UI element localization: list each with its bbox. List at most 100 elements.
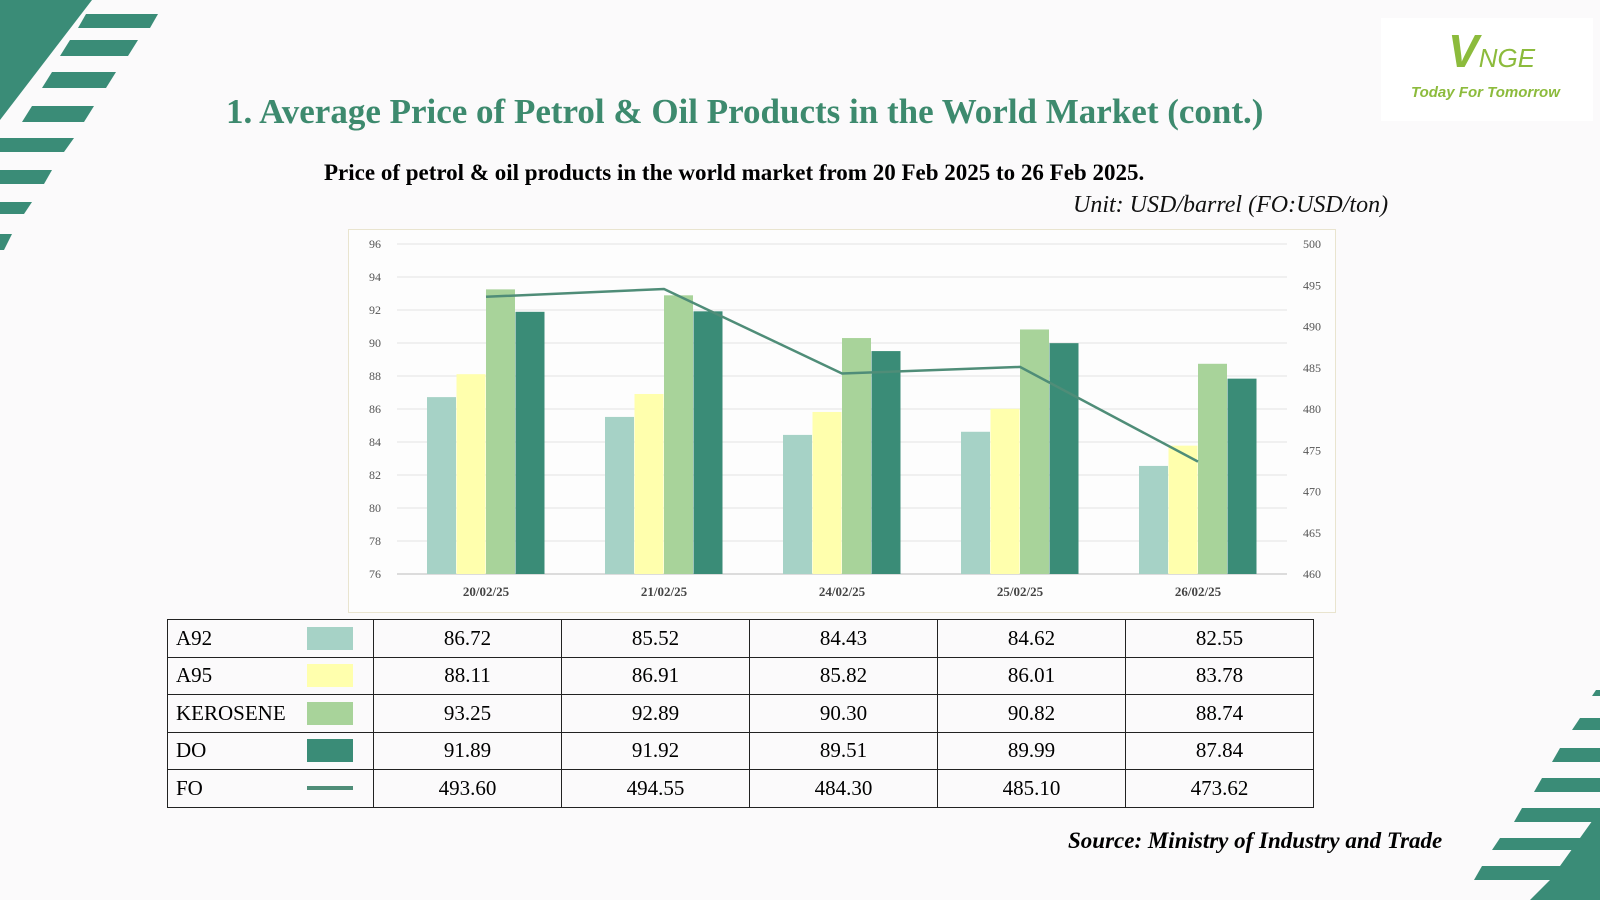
y2-tick-label: 495 <box>1303 278 1321 292</box>
table-cell: 91.92 <box>561 731 750 770</box>
bar-a95 <box>1168 445 1198 574</box>
y-tick-label: 94 <box>369 270 381 284</box>
table-cell: 93.25 <box>373 694 562 733</box>
series-name: A95 <box>176 663 213 688</box>
table-cell: 90.30 <box>749 694 938 733</box>
bar-a92 <box>783 434 812 574</box>
bar-do <box>693 311 723 574</box>
data-table: A92 86.72 85.52 84.43 84.62 82.55 A95 88.11 86.9… <box>167 619 1314 808</box>
table-cell: 85.82 <box>749 656 938 695</box>
bar-do <box>515 311 545 574</box>
table-row: KEROSENE 93.25 92.89 90.30 90.82 88.74 <box>167 694 1314 733</box>
bar-a95 <box>990 408 1020 574</box>
x-tick-label: 26/02/25 <box>1175 584 1222 599</box>
row-label-cell: FO <box>167 769 374 808</box>
chart-subtitle: Price of petrol & oil products in the wo… <box>324 160 1145 185</box>
table-cell: 82.55 <box>1125 619 1314 658</box>
legend-line-swatch <box>307 786 353 791</box>
vnge-logo: VNGE <box>1448 25 1536 77</box>
table-cell: 92.89 <box>561 694 750 733</box>
y2-tick-label: 465 <box>1303 526 1321 540</box>
row-label-cell: KEROSENE <box>167 694 374 733</box>
table-cell: 88.11 <box>373 656 562 695</box>
table-row: A92 86.72 85.52 84.43 84.62 82.55 <box>167 619 1314 658</box>
x-tick-label: 21/02/25 <box>641 584 688 599</box>
x-tick-label: 20/02/25 <box>463 584 510 599</box>
line-fo <box>485 287 1199 463</box>
bar-a92 <box>427 397 456 574</box>
table-cell: 84.43 <box>749 619 938 658</box>
corner-stripes-bottom-right <box>1474 690 1600 900</box>
table-cell: 87.84 <box>1125 731 1314 770</box>
y-tick-label: 88 <box>369 369 381 383</box>
table-cell: 485.10 <box>937 769 1126 808</box>
table-cell: 473.62 <box>1125 769 1314 808</box>
table-cell: 89.99 <box>937 731 1126 770</box>
corner-stripes-top-left <box>0 0 158 250</box>
table-row: DO 91.89 91.92 89.51 89.99 87.84 <box>167 731 1314 770</box>
series-name: KEROSENE <box>176 700 286 725</box>
combo-chart: 96 94 92 90 88 86 84 82 80 78 76 500 495 490 485 480 475… <box>369 237 1321 599</box>
y2-tick-label: 470 <box>1303 485 1321 499</box>
bar-kerosene <box>842 338 871 574</box>
table-cell: 86.91 <box>561 656 750 695</box>
y2-tick-label: 490 <box>1303 320 1321 334</box>
table-cell: 86.72 <box>373 619 562 658</box>
x-tick-label: 25/02/25 <box>997 584 1044 599</box>
bar-kerosene <box>486 289 515 574</box>
bar-a92 <box>1139 465 1168 574</box>
series-name: A92 <box>176 625 213 650</box>
y-tick-label: 86 <box>369 402 381 416</box>
table-cell: 484.30 <box>749 769 938 808</box>
y-tick-label: 92 <box>369 303 381 317</box>
y-tick-label: 90 <box>369 336 381 350</box>
chart-frame: 96 94 92 90 88 86 84 82 80 78 76 500 495 490 485 480 475… <box>348 229 1336 613</box>
series-name: FO <box>176 775 203 800</box>
table-cell: 89.51 <box>749 731 938 770</box>
logo-card <box>1381 18 1593 121</box>
table-cell: 91.89 <box>373 731 562 770</box>
y-tick-label: 78 <box>369 534 381 548</box>
bar-kerosene <box>664 295 693 574</box>
y2-tick-label: 500 <box>1303 237 1321 251</box>
y-tick-label: 80 <box>369 501 381 515</box>
logo-tagline: Today For Tomorrow <box>1411 84 1560 101</box>
page-title: 1. Average Price of Petrol & Oil Product… <box>226 92 1264 131</box>
table-row: A95 88.11 86.91 85.82 86.01 83.78 <box>167 656 1314 695</box>
table-row: FO 493.60 494.55 484.30 485.10 473.62 <box>167 769 1314 808</box>
bar-kerosene <box>1020 329 1049 574</box>
y-tick-label: 84 <box>369 435 381 449</box>
y2-tick-label: 460 <box>1303 567 1321 581</box>
table-cell: 84.62 <box>937 619 1126 658</box>
series-name: DO <box>176 738 207 763</box>
y-tick-label: 82 <box>369 468 381 482</box>
legend-swatch <box>307 664 353 688</box>
y2-tick-label: 485 <box>1303 361 1321 375</box>
bar-a92 <box>961 431 990 574</box>
source-note: Source: Ministry of Industry and Trade <box>1068 828 1443 853</box>
table-cell: 83.78 <box>1125 656 1314 695</box>
unit-label: Unit: USD/barrel (FO:USD/ton) <box>1073 192 1389 218</box>
bar-do <box>871 351 901 574</box>
row-label-cell: DO <box>167 731 374 770</box>
bar-do <box>1227 378 1257 574</box>
table-cell: 493.60 <box>373 769 562 808</box>
table-cell: 90.82 <box>937 694 1126 733</box>
table-cell: 86.01 <box>937 656 1126 695</box>
table-cell: 85.52 <box>561 619 750 658</box>
x-tick-label: 24/02/25 <box>819 584 866 599</box>
table-cell: 494.55 <box>561 769 750 808</box>
legend-swatch <box>307 626 353 650</box>
y2-tick-label: 475 <box>1303 443 1321 457</box>
y-tick-label: 96 <box>369 237 381 251</box>
bar-do <box>1049 343 1079 574</box>
bar-a95 <box>812 411 842 574</box>
row-label-cell: A92 <box>167 619 374 658</box>
row-label-cell: A95 <box>167 656 374 695</box>
bar-a92 <box>605 416 634 574</box>
bar-a95 <box>456 374 486 574</box>
bar-a95 <box>634 393 664 574</box>
y-tick-label: 76 <box>369 567 381 581</box>
legend-swatch <box>307 739 353 763</box>
legend-swatch <box>307 701 353 725</box>
